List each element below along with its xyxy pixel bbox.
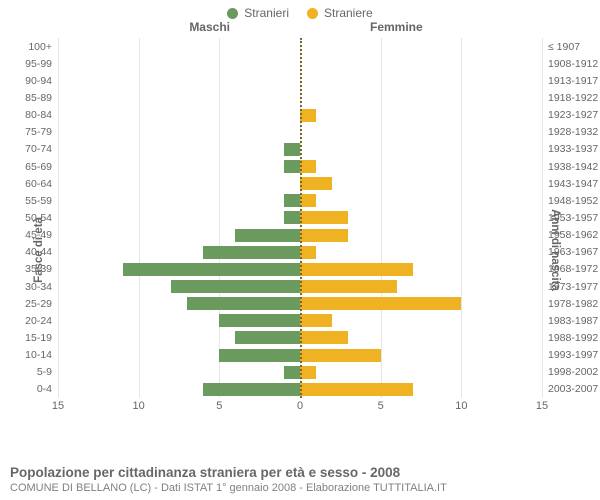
bar-female bbox=[300, 331, 348, 344]
bar-male bbox=[284, 211, 300, 224]
x-tick-label: 5 bbox=[216, 400, 222, 412]
bar-female bbox=[300, 177, 332, 190]
x-tick-label: 0 bbox=[297, 400, 303, 412]
age-label: 50-54 bbox=[8, 212, 58, 224]
age-label: 95-99 bbox=[8, 58, 58, 70]
x-tick-label: 15 bbox=[536, 400, 548, 412]
age-label: 90-94 bbox=[8, 75, 58, 87]
birth-year-label: 1918-1922 bbox=[542, 92, 598, 104]
age-label: 40-44 bbox=[8, 246, 58, 258]
birth-year-label: 1908-1912 bbox=[542, 58, 598, 70]
birth-year-label: 1913-1917 bbox=[542, 75, 598, 87]
age-label: 80-84 bbox=[8, 109, 58, 121]
population-pyramid-chart: Stranieri Straniere Maschi Femmine Fasce… bbox=[0, 0, 600, 500]
birth-year-label: 1998-2002 bbox=[542, 366, 598, 378]
column-headers: Maschi Femmine bbox=[0, 20, 600, 38]
plot-area: 100+≤ 190795-991908-191290-941913-191785… bbox=[58, 38, 542, 418]
birth-year-label: 1978-1982 bbox=[542, 298, 598, 310]
bar-female bbox=[300, 366, 316, 379]
birth-year-label: 1958-1962 bbox=[542, 229, 598, 241]
birth-year-label: 1973-1977 bbox=[542, 281, 598, 293]
age-label: 85-89 bbox=[8, 92, 58, 104]
legend-label-female: Straniere bbox=[324, 6, 373, 20]
bar-female bbox=[300, 280, 397, 293]
birth-year-label: 1948-1952 bbox=[542, 195, 598, 207]
legend-swatch-male bbox=[227, 8, 238, 19]
birth-year-label: 2003-2007 bbox=[542, 383, 598, 395]
bar-male bbox=[203, 246, 300, 259]
chart-title: Popolazione per cittadinanza straniera p… bbox=[10, 465, 590, 480]
birth-year-label: 1943-1947 bbox=[542, 178, 598, 190]
bar-female bbox=[300, 194, 316, 207]
bar-female bbox=[300, 297, 461, 310]
age-label: 25-29 bbox=[8, 298, 58, 310]
birth-year-label: 1923-1927 bbox=[542, 109, 598, 121]
age-label: 35-39 bbox=[8, 263, 58, 275]
age-label: 5-9 bbox=[8, 366, 58, 378]
bar-male bbox=[284, 160, 300, 173]
birth-year-label: 1983-1987 bbox=[542, 315, 598, 327]
age-label: 65-69 bbox=[8, 161, 58, 173]
birth-year-label: 1928-1932 bbox=[542, 126, 598, 138]
bar-female bbox=[300, 246, 316, 259]
x-tick-label: 15 bbox=[52, 400, 64, 412]
bar-male bbox=[235, 229, 300, 242]
birth-year-label: 1993-1997 bbox=[542, 349, 598, 361]
age-label: 100+ bbox=[8, 41, 58, 53]
age-label: 60-64 bbox=[8, 178, 58, 190]
age-label: 20-24 bbox=[8, 315, 58, 327]
bar-female bbox=[300, 109, 316, 122]
age-label: 0-4 bbox=[8, 383, 58, 395]
bar-male bbox=[284, 194, 300, 207]
column-header-female: Femmine bbox=[370, 20, 423, 34]
x-tick-label: 5 bbox=[378, 400, 384, 412]
legend-item-male: Stranieri bbox=[227, 6, 289, 20]
bar-male bbox=[284, 366, 300, 379]
birth-year-label: 1938-1942 bbox=[542, 161, 598, 173]
legend-label-male: Stranieri bbox=[244, 6, 289, 20]
birth-year-label: ≤ 1907 bbox=[542, 41, 598, 53]
bar-male bbox=[284, 143, 300, 156]
x-tick-label: 10 bbox=[133, 400, 145, 412]
bar-male bbox=[203, 383, 300, 396]
age-label: 55-59 bbox=[8, 195, 58, 207]
birth-year-label: 1968-1972 bbox=[542, 263, 598, 275]
bar-female bbox=[300, 263, 413, 276]
birth-year-label: 1953-1957 bbox=[542, 212, 598, 224]
age-label: 30-34 bbox=[8, 281, 58, 293]
age-label: 10-14 bbox=[8, 349, 58, 361]
bar-female bbox=[300, 160, 316, 173]
bar-male bbox=[219, 314, 300, 327]
bar-male bbox=[171, 280, 300, 293]
center-axis-line bbox=[300, 38, 302, 398]
age-label: 15-19 bbox=[8, 332, 58, 344]
birth-year-label: 1933-1937 bbox=[542, 143, 598, 155]
chart-footer: Popolazione per cittadinanza straniera p… bbox=[10, 465, 590, 494]
x-tick-label: 10 bbox=[455, 400, 467, 412]
legend-item-female: Straniere bbox=[307, 6, 373, 20]
column-header-male: Maschi bbox=[189, 20, 230, 34]
chart-legend: Stranieri Straniere bbox=[0, 0, 600, 20]
bar-male bbox=[187, 297, 300, 310]
bar-female bbox=[300, 211, 348, 224]
bar-female bbox=[300, 383, 413, 396]
age-label: 45-49 bbox=[8, 229, 58, 241]
birth-year-label: 1988-1992 bbox=[542, 332, 598, 344]
chart-subtitle: COMUNE DI BELLANO (LC) - Dati ISTAT 1° g… bbox=[10, 482, 590, 494]
bar-female bbox=[300, 229, 348, 242]
bar-male bbox=[123, 263, 300, 276]
x-axis: 15105051015 bbox=[58, 398, 542, 418]
bar-male bbox=[219, 349, 300, 362]
age-label: 70-74 bbox=[8, 143, 58, 155]
bar-female bbox=[300, 314, 332, 327]
birth-year-label: 1963-1967 bbox=[542, 246, 598, 258]
legend-swatch-female bbox=[307, 8, 318, 19]
bar-female bbox=[300, 349, 381, 362]
bar-male bbox=[235, 331, 300, 344]
age-label: 75-79 bbox=[8, 126, 58, 138]
